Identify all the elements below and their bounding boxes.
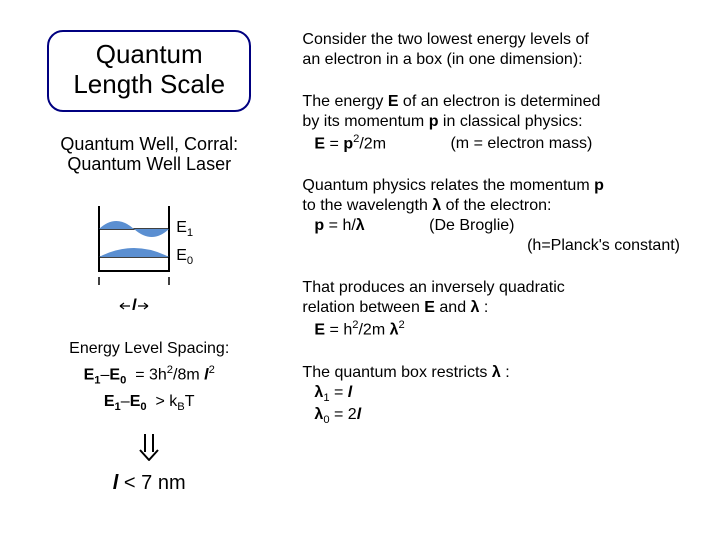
subtitle: Quantum Well, Corral: Quantum Well Laser [60, 134, 238, 175]
title-line-1: Quantum [73, 40, 225, 70]
quantum-well-diagram: E1 E0 [74, 201, 224, 291]
para-5: The quantum box restricts λ : λ1 = l λ0 … [302, 363, 700, 427]
para-2: The energy E of an electron is determine… [302, 92, 700, 154]
result: l < 7 nm [113, 472, 186, 495]
e0-label: E0 [176, 247, 193, 267]
e1-label: E1 [176, 219, 193, 239]
down-arrow-icon [138, 432, 160, 462]
left-arrow-icon [118, 301, 130, 311]
ell-symbol: l [132, 297, 136, 315]
spacing-heading: Energy Level Spacing: [69, 337, 229, 362]
well-svg [74, 201, 224, 291]
width-label: l [118, 297, 150, 315]
spacing-eq-2: E1–E0 > kBT [69, 390, 229, 417]
subtitle-line-2: Quantum Well Laser [60, 154, 238, 175]
subtitle-line-1: Quantum Well, Corral: [60, 134, 238, 155]
para-1: Consider the two lowest energy levels of… [302, 30, 700, 70]
para-4: That produces an inversely quadratic rel… [302, 278, 700, 340]
left-column: Quantum Length Scale Quantum Well, Corra… [20, 30, 278, 495]
para-3: Quantum physics relates the momentum p t… [302, 176, 700, 256]
energy-spacing-block: Energy Level Spacing: E1–E0 = 3h2/8m l2 … [69, 337, 229, 416]
title-line-2: Length Scale [73, 70, 225, 100]
right-column: Consider the two lowest energy levels of… [302, 30, 700, 495]
spacing-eq-1: E1–E0 = 3h2/8m l2 [69, 362, 229, 390]
title-box: Quantum Length Scale [47, 30, 251, 112]
right-arrow-icon [138, 301, 150, 311]
